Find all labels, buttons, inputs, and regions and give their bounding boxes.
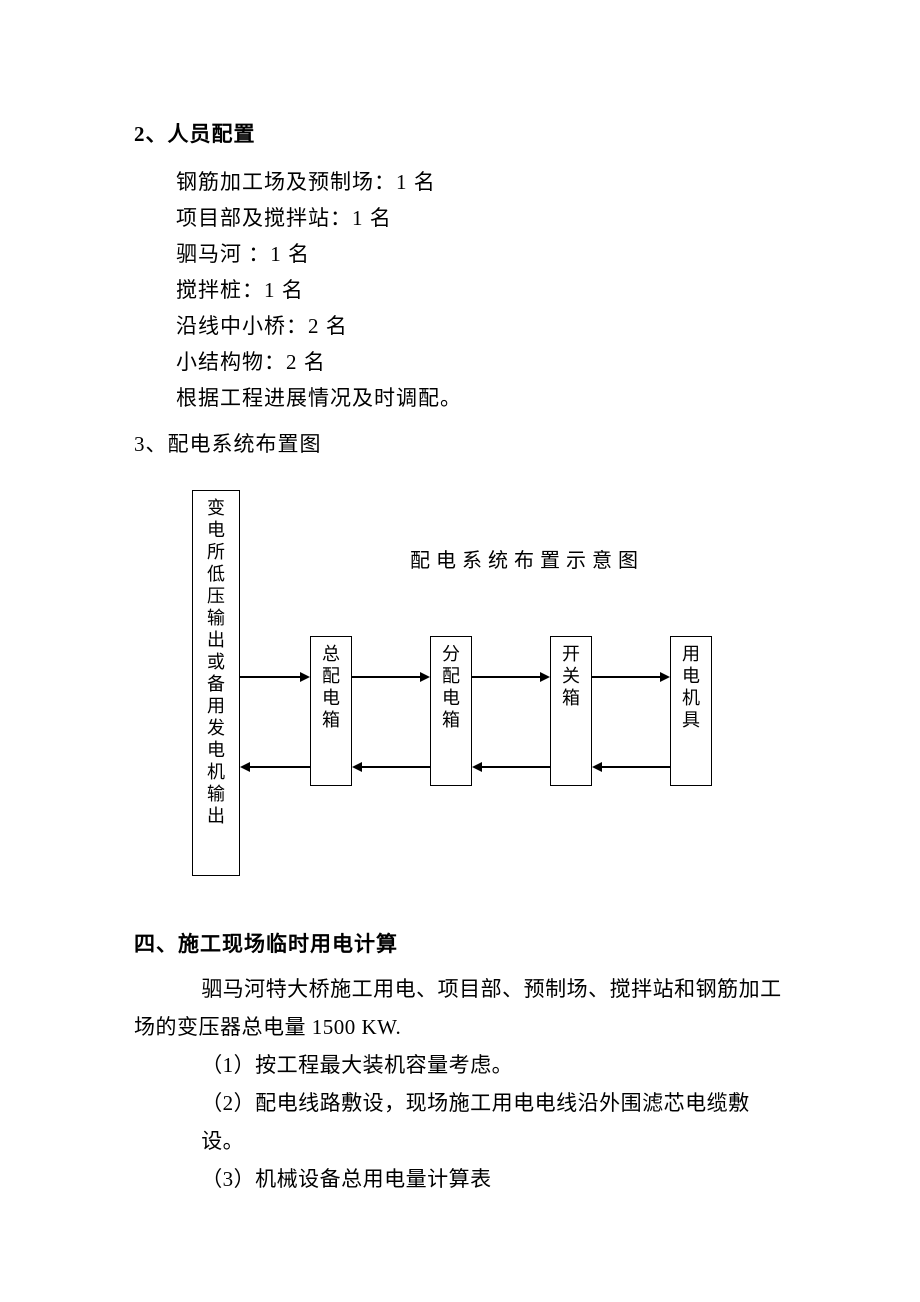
arrow-left-icon-5 bbox=[352, 762, 362, 772]
section-calculation: 四、施工现场临时用电计算 驷马河特大桥施工用电、项目部、预制场、搅拌站和钢筋加工… bbox=[134, 928, 790, 1198]
arrow-line-1 bbox=[352, 676, 421, 678]
calc-item-1: （1）按工程最大装机容量考虑。 bbox=[201, 1046, 790, 1084]
personnel-line-7: 根据工程进展情况及时调配。 bbox=[134, 380, 790, 416]
box-sub: 分配电箱 bbox=[430, 636, 472, 786]
arrow-line-4 bbox=[249, 766, 310, 768]
arrow-line-2 bbox=[472, 676, 541, 678]
personnel-line-3: 驷马河 ：1 名 bbox=[134, 236, 790, 272]
arrow-line-5 bbox=[361, 766, 430, 768]
personnel-line-1: 钢筋加工场及预制场：1 名 bbox=[134, 164, 790, 200]
distribution-diagram: 配电系统布置示意图 变电所低压输出或备用发电机输出 总配电箱 分配电箱 开关箱 用电机具 bbox=[182, 488, 742, 878]
box-main: 总配电箱 bbox=[310, 636, 352, 786]
calc-item-2: （2）配电线路敷设，现场施工用电电线沿外围滤芯电缆敷设。 bbox=[201, 1084, 790, 1160]
personnel-line-2: 项目部及搅拌站：1 名 bbox=[134, 200, 790, 236]
section-3-heading: 3、配电系统布置图 bbox=[134, 428, 790, 458]
personnel-line-4: 搅拌桩：1 名 bbox=[134, 272, 790, 308]
arrow-line-7 bbox=[601, 766, 670, 768]
arrow-right-icon-2 bbox=[540, 672, 550, 682]
box-sw: 开关箱 bbox=[550, 636, 592, 786]
section-2-heading: 2、人员配置 bbox=[134, 118, 790, 148]
arrow-left-icon-6 bbox=[472, 762, 482, 772]
section-4-para: 驷马河特大桥施工用电、项目部、预制场、搅拌站和钢筋加工场的变压器总电量 1500… bbox=[134, 970, 790, 1046]
calc-item-3: （3）机械设备总用电量计算表 bbox=[201, 1160, 790, 1198]
arrow-right-icon-0 bbox=[300, 672, 310, 682]
arrow-right-icon-1 bbox=[420, 672, 430, 682]
arrow-right-icon-3 bbox=[660, 672, 670, 682]
arrow-line-0 bbox=[240, 676, 301, 678]
section-personnel: 2、人员配置 钢筋加工场及预制场：1 名 项目部及搅拌站：1 名 驷马河 ：1 … bbox=[134, 118, 790, 416]
personnel-line-6: 小结构物：2 名 bbox=[134, 344, 790, 380]
section-distribution-diagram: 3、配电系统布置图 bbox=[134, 428, 790, 458]
arrow-line-3 bbox=[592, 676, 661, 678]
box-src: 变电所低压输出或备用发电机输出 bbox=[192, 490, 240, 876]
section-4-heading: 四、施工现场临时用电计算 bbox=[134, 928, 790, 958]
arrow-line-6 bbox=[481, 766, 550, 768]
personnel-line-5: 沿线中小桥：2 名 bbox=[134, 308, 790, 344]
box-dev: 用电机具 bbox=[670, 636, 712, 786]
arrow-left-icon-7 bbox=[592, 762, 602, 772]
arrow-left-icon-4 bbox=[240, 762, 250, 772]
diagram-title: 配电系统布置示意图 bbox=[410, 544, 644, 573]
